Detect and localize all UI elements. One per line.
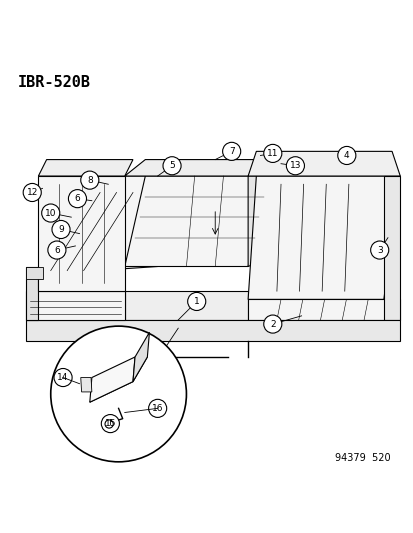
Text: 8: 8 [87,176,93,184]
Text: 6: 6 [54,246,59,255]
Text: 6: 6 [74,194,80,203]
Text: 94379  520: 94379 520 [335,453,390,463]
Polygon shape [124,176,268,266]
Circle shape [101,415,119,433]
Polygon shape [26,291,124,320]
Polygon shape [90,357,147,402]
Circle shape [42,204,59,222]
Polygon shape [81,377,92,392]
Circle shape [105,420,113,428]
Polygon shape [26,266,38,320]
Text: 11: 11 [266,149,278,158]
Polygon shape [38,176,124,291]
Text: 5: 5 [169,161,175,170]
Text: 2: 2 [269,320,275,328]
Text: 1: 1 [193,297,199,306]
Circle shape [148,399,166,417]
Text: IBR-520B: IBR-520B [18,75,90,90]
Polygon shape [90,357,135,402]
Circle shape [54,368,72,386]
Text: 13: 13 [289,161,300,170]
Text: 15: 15 [104,419,116,428]
Polygon shape [247,176,268,266]
Circle shape [163,157,180,175]
Text: 12: 12 [26,188,38,197]
Circle shape [81,171,99,189]
Circle shape [370,241,388,259]
Circle shape [337,147,355,165]
Circle shape [187,293,205,311]
Polygon shape [26,320,399,341]
Circle shape [51,326,186,462]
Polygon shape [34,176,157,274]
Text: 16: 16 [152,404,163,413]
Text: 14: 14 [57,373,69,382]
Text: 9: 9 [58,225,64,234]
Polygon shape [383,176,399,320]
Circle shape [286,157,304,175]
Circle shape [48,241,66,259]
Polygon shape [26,266,43,279]
Polygon shape [38,159,133,176]
Polygon shape [247,176,399,300]
Text: 10: 10 [45,208,56,217]
Polygon shape [247,151,399,176]
Text: 4: 4 [343,151,349,160]
Polygon shape [133,332,149,382]
Polygon shape [124,159,268,176]
Circle shape [263,315,281,333]
Text: 7: 7 [228,147,234,156]
Circle shape [52,221,70,239]
Circle shape [68,190,86,208]
Circle shape [263,144,281,163]
Polygon shape [247,300,399,320]
Circle shape [23,183,41,201]
Text: 3: 3 [376,246,382,255]
Polygon shape [124,291,247,320]
Circle shape [222,142,240,160]
